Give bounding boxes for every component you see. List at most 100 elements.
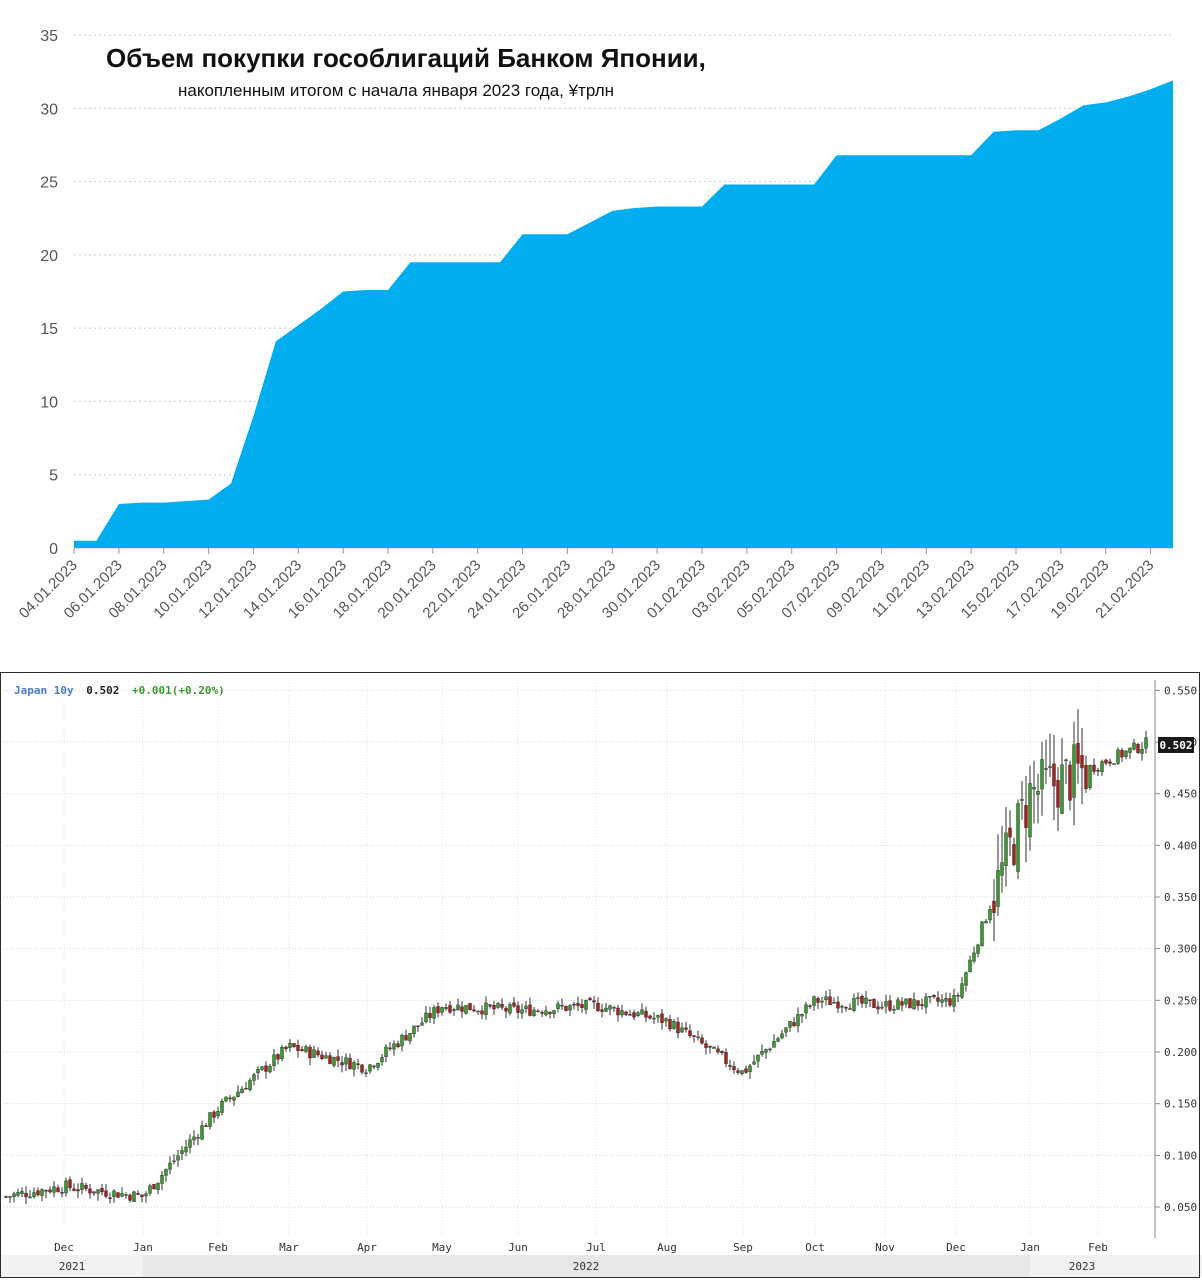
candle-body <box>864 997 868 1004</box>
candle-body <box>280 1047 284 1060</box>
candle-body <box>852 998 856 1011</box>
candle-body <box>196 1137 200 1139</box>
candle-body <box>800 1014 804 1017</box>
candle-body <box>116 1192 120 1198</box>
candle-body <box>536 1010 540 1013</box>
candle-body <box>736 1070 740 1073</box>
candle-body <box>1080 755 1084 769</box>
candle-body <box>612 1007 616 1009</box>
candle-body <box>420 1022 424 1026</box>
candle-body <box>972 952 976 962</box>
year-label: 2022 <box>573 1260 600 1273</box>
candle-body <box>492 1005 496 1010</box>
candle-body <box>388 1047 392 1050</box>
candle-body <box>1068 764 1072 801</box>
candle-body <box>88 1188 92 1194</box>
candle-body <box>24 1192 28 1198</box>
candle-body <box>132 1191 136 1202</box>
candle-body <box>296 1045 300 1051</box>
candle-body <box>572 1003 576 1006</box>
candle-body <box>808 1005 812 1007</box>
year-label: 2021 <box>59 1260 86 1273</box>
candle-body <box>436 1006 440 1014</box>
candle-body <box>556 1003 560 1009</box>
candle-body <box>384 1046 388 1057</box>
y-tick-label: 10 <box>40 394 58 411</box>
candle-body <box>1036 790 1040 795</box>
y-tick-label: 25 <box>40 175 58 192</box>
month-label: Dec <box>54 1241 74 1254</box>
month-label: Aug <box>657 1241 677 1254</box>
candle-body <box>668 1018 672 1030</box>
candle-body <box>796 1014 800 1027</box>
candle-body <box>256 1068 260 1074</box>
candle-body <box>136 1193 140 1195</box>
candle-body <box>1136 743 1140 753</box>
candle-body <box>980 921 984 946</box>
candle-body <box>1096 770 1100 772</box>
candle-body <box>160 1174 164 1184</box>
candle-body <box>672 1021 676 1029</box>
candle-body <box>872 998 876 1009</box>
month-label: Sep <box>733 1241 753 1254</box>
candle-body <box>896 999 900 1010</box>
candle-body <box>164 1169 168 1176</box>
candle-body <box>908 998 912 1009</box>
candle-body <box>1048 766 1052 768</box>
candle-body <box>548 1011 552 1015</box>
candle-body <box>52 1186 56 1193</box>
candle-body <box>576 1003 580 1006</box>
candle-body <box>260 1066 264 1070</box>
candle-body <box>120 1193 124 1197</box>
candle-body <box>532 1009 536 1016</box>
candle-body <box>140 1194 144 1198</box>
candle-body <box>708 1045 712 1048</box>
candle-body <box>868 999 872 1001</box>
candle-body <box>1140 749 1144 754</box>
candle-body <box>940 999 944 1003</box>
candle-body <box>324 1055 328 1059</box>
candle-body <box>600 1009 604 1012</box>
candle-body <box>268 1066 272 1073</box>
candle-body <box>248 1080 252 1091</box>
legend-text: Japan 10y 0.502 +0.001(+0.20%) <box>14 684 225 697</box>
y-tick-label: 0.200 <box>1164 1046 1197 1059</box>
candle-body <box>968 959 972 973</box>
x-axis: 04.01.202306.01.202308.01.202310.01.2023… <box>16 548 1157 622</box>
candle-body <box>48 1189 52 1193</box>
candle-body <box>84 1184 88 1189</box>
candle-body <box>888 1000 892 1011</box>
y-tick-label: 0.150 <box>1164 1098 1197 1111</box>
year-label: 2023 <box>1069 1260 1096 1273</box>
month-label: Nov <box>875 1241 895 1254</box>
candle-body <box>712 1046 716 1049</box>
candle-body <box>172 1160 176 1163</box>
candle-body <box>340 1062 344 1066</box>
candle-body <box>844 1007 848 1009</box>
candle-body <box>656 1015 660 1018</box>
candle-body <box>68 1179 72 1189</box>
candle-body <box>508 1004 512 1014</box>
month-label: Feb <box>208 1241 228 1254</box>
y-tick-label: 20 <box>40 248 58 265</box>
y-tick-label: 0.050 <box>1164 1201 1197 1214</box>
candle-body <box>1056 780 1060 808</box>
candle-body <box>488 1004 492 1007</box>
candle-body <box>1112 763 1116 765</box>
candle-body <box>44 1189 48 1192</box>
month-label: Jan <box>133 1241 153 1254</box>
candle-body <box>208 1112 212 1127</box>
candle-body <box>944 998 948 1002</box>
candle-body <box>380 1057 384 1063</box>
candle-body <box>1124 750 1128 757</box>
candle-body <box>904 998 908 1005</box>
candle-body <box>836 1001 840 1009</box>
candle-body <box>396 1043 400 1047</box>
candle-body <box>568 1005 572 1011</box>
candle-body <box>156 1182 160 1190</box>
candle-body <box>428 1013 432 1019</box>
candle-body <box>596 1002 600 1012</box>
candle-body <box>684 1027 688 1030</box>
candle-body <box>316 1050 320 1056</box>
candle-body <box>1116 749 1120 764</box>
